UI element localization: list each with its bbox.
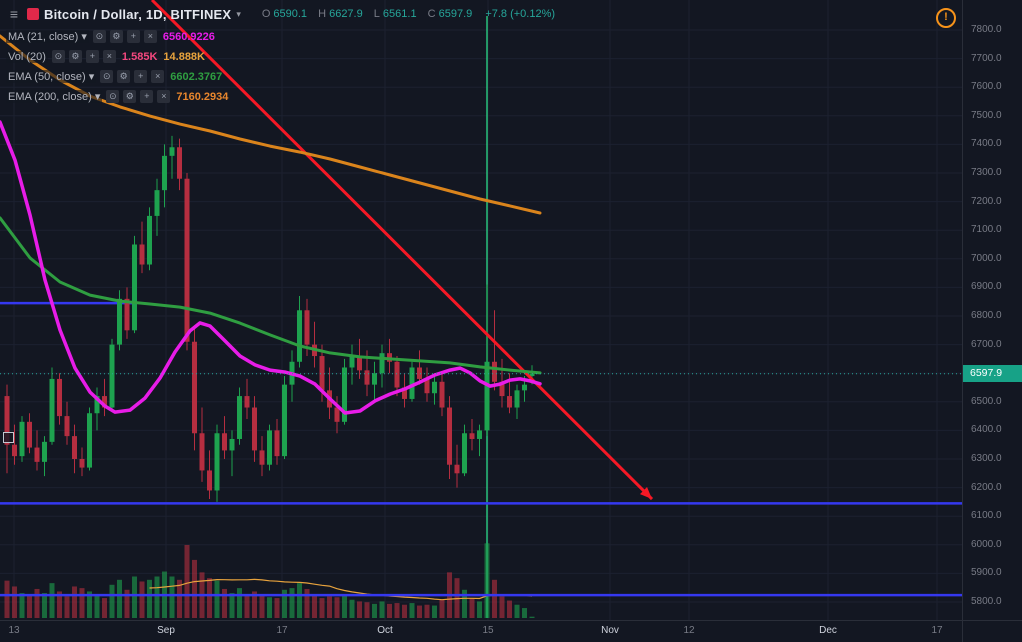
- indicator-value: 7160.2934: [176, 90, 229, 103]
- remove-icon[interactable]: ×: [102, 50, 116, 63]
- chart-pane[interactable]: [0, 0, 962, 620]
- change-readout: +7.8 (+0.12%): [485, 8, 556, 20]
- time-axis-label: Sep: [157, 625, 175, 636]
- low-label: L: [373, 8, 380, 20]
- indicator-label[interactable]: Vol (20): [6, 50, 48, 63]
- indicator-value: 6602.3767: [170, 70, 223, 83]
- open-value: 6590.1: [273, 8, 308, 20]
- price-axis-label: 6300.0: [971, 453, 1002, 464]
- axis-corner: [962, 620, 1022, 642]
- price-axis-label: 7800.0: [971, 24, 1002, 35]
- close-value: 6597.9: [438, 8, 473, 20]
- remove-icon[interactable]: ×: [143, 30, 157, 43]
- settings-icon[interactable]: ⚙: [109, 30, 123, 43]
- price-axis-label: 6400.0: [971, 424, 1002, 436]
- add-icon[interactable]: +: [126, 30, 140, 43]
- high-label: H: [318, 8, 327, 20]
- price-axis-label: 7400.0: [971, 138, 1002, 150]
- visibility-icon[interactable]: ⊙: [100, 70, 114, 83]
- add-icon[interactable]: +: [140, 90, 154, 103]
- visibility-icon[interactable]: ⊙: [92, 30, 106, 43]
- symbol-header-row: ≡ Bitcoin / Dollar, 1D, BITFINEX ▾ O 6590…: [6, 4, 555, 24]
- remove-icon[interactable]: ×: [151, 70, 165, 83]
- chevron-down-icon[interactable]: ▾: [236, 8, 241, 19]
- indicator-row: MA (21, close) ▾ ⊙ ⚙ + × 6560.9226: [6, 29, 555, 44]
- indicator-value: 14.888K: [163, 50, 205, 63]
- time-axis-label: 12: [683, 625, 695, 636]
- close-label: C: [427, 8, 436, 20]
- settings-icon[interactable]: ⚙: [123, 90, 137, 103]
- indicator-label[interactable]: EMA (50, close) ▾: [6, 70, 97, 83]
- visibility-icon[interactable]: ⊙: [51, 50, 65, 63]
- settings-icon[interactable]: ⚙: [68, 50, 82, 63]
- remove-icon[interactable]: ×: [157, 90, 171, 103]
- add-icon[interactable]: +: [134, 70, 148, 83]
- price-axis-label: 6200.0: [971, 481, 1002, 493]
- chart-menu-icon[interactable]: ≡: [9, 6, 19, 22]
- indicator-row: EMA (50, close) ▾ ⊙ ⚙ + × 6602.3767: [6, 69, 555, 84]
- exchange-logo-icon: [27, 8, 39, 20]
- price-axis-label: 7700.0: [971, 52, 1002, 64]
- open-label: O: [261, 8, 271, 20]
- price-axis-label: 6800.0: [971, 310, 1002, 321]
- price-axis-label: 5900.0: [971, 567, 1002, 579]
- time-axis[interactable]: 13 Sep 17 Oct 15 Nov 12 Dec 17: [0, 620, 962, 642]
- price-axis-label: 6100.0: [971, 510, 1002, 522]
- price-axis[interactable]: 7800.0 7700.0 7600.0 7500.0 7400.0 7300.0 7200…: [962, 0, 1022, 620]
- time-axis-label: 17: [276, 625, 288, 636]
- indicator-label[interactable]: MA (21, close) ▾: [6, 30, 89, 43]
- last-price-label: 6597.9: [963, 364, 1022, 382]
- price-axis-label: 6000.0: [971, 538, 1002, 550]
- price-axis-label: 7200.0: [971, 195, 1002, 207]
- visibility-icon[interactable]: ⊙: [106, 90, 120, 103]
- high-value: 6627.9: [329, 8, 363, 20]
- time-axis-label: 15: [482, 625, 494, 636]
- indicator-value: 1.585K: [121, 50, 158, 63]
- indicator-value: 6560.9226: [162, 30, 215, 43]
- legend: ≡ Bitcoin / Dollar, 1D, BITFINEX ▾ O 6590…: [6, 4, 555, 104]
- price-axis-label: 7500.0: [971, 109, 1002, 121]
- settings-icon[interactable]: ⚙: [117, 70, 131, 83]
- anchor-point-icon[interactable]: [3, 432, 14, 443]
- ohlc-readout: O 6590.1 H 6627.9 L 6561.1 C 6597.9 +7.8 (+0…: [254, 8, 555, 20]
- candlestick-chart[interactable]: [0, 0, 962, 620]
- indicator-row: Vol (20) ⊙ ⚙ + × 1.585K 14.888K: [6, 49, 555, 64]
- indicator-legend: MA (21, close) ▾ ⊙ ⚙ + × 6560.9226 Vol (20) ⊙ ⚙ +…: [6, 29, 555, 104]
- low-value: 6561.1: [382, 8, 417, 20]
- price-axis-label: 6900.0: [971, 281, 1002, 293]
- indicator-label[interactable]: EMA (200, close) ▾: [6, 90, 103, 103]
- price-axis-label: 7100.0: [971, 224, 1002, 236]
- symbol-title[interactable]: Bitcoin / Dollar, 1D, BITFINEX: [44, 6, 232, 22]
- price-axis-label: 7600.0: [971, 81, 1002, 93]
- indicator-row: EMA (200, close) ▾ ⊙ ⚙ + × 7160.2934: [6, 89, 555, 104]
- time-axis-label: 17: [931, 625, 943, 636]
- add-icon[interactable]: +: [85, 50, 99, 63]
- time-axis-label: Nov: [601, 625, 619, 636]
- price-axis-label: 6500.0: [971, 395, 1002, 407]
- price-axis-label: 5800.0: [971, 596, 1002, 607]
- price-axis-label: 7300.0: [971, 167, 1002, 178]
- warning-icon[interactable]: !: [936, 8, 956, 28]
- price-axis-label: 7000.0: [971, 252, 1002, 264]
- time-axis-label: 13: [8, 625, 20, 636]
- price-axis-label: 6700.0: [971, 338, 1002, 350]
- time-axis-label: Oct: [377, 625, 393, 636]
- time-axis-label: Dec: [819, 625, 837, 636]
